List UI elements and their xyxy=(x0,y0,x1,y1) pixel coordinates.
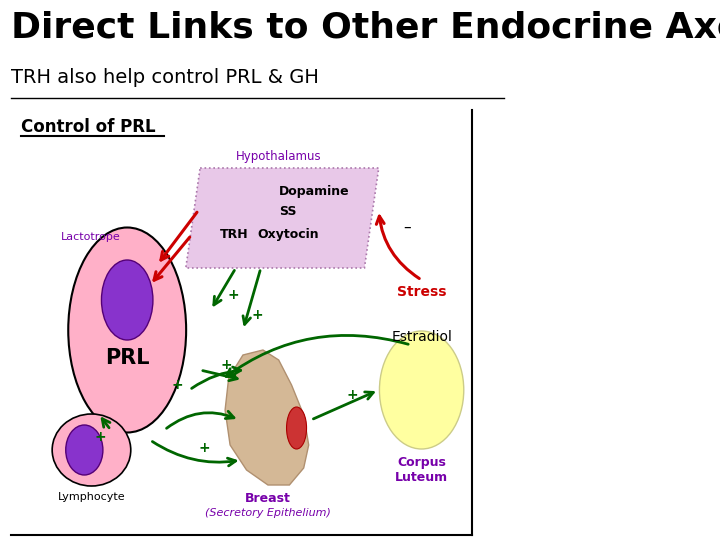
Text: –: – xyxy=(403,220,411,235)
Text: SS: SS xyxy=(279,205,296,218)
Text: Stress: Stress xyxy=(397,285,446,299)
Text: Breast: Breast xyxy=(245,492,291,505)
Text: +: + xyxy=(251,308,263,322)
Polygon shape xyxy=(186,168,379,268)
Text: +: + xyxy=(171,378,183,392)
Text: Lactotrope: Lactotrope xyxy=(60,232,120,242)
Ellipse shape xyxy=(102,260,153,340)
Text: +: + xyxy=(346,388,358,402)
Ellipse shape xyxy=(66,425,103,475)
Polygon shape xyxy=(225,350,309,485)
Text: Dopamine: Dopamine xyxy=(279,185,349,198)
Text: Corpus
Luteum: Corpus Luteum xyxy=(395,456,448,484)
Text: Direct Links to Other Endocrine Axes: Direct Links to Other Endocrine Axes xyxy=(11,10,720,44)
Ellipse shape xyxy=(68,227,186,433)
Text: Oxytocin: Oxytocin xyxy=(257,228,319,241)
Text: Lymphocyte: Lymphocyte xyxy=(58,492,125,502)
Text: Hypothalamus: Hypothalamus xyxy=(236,150,322,163)
Text: TRH also help control PRL & GH: TRH also help control PRL & GH xyxy=(11,68,318,87)
Text: PRL: PRL xyxy=(105,348,150,368)
Text: +: + xyxy=(94,430,106,444)
Ellipse shape xyxy=(52,414,131,486)
Text: (Secretory Epithelium): (Secretory Epithelium) xyxy=(205,508,331,518)
Text: Estradiol: Estradiol xyxy=(391,330,452,344)
Text: +: + xyxy=(228,288,239,302)
Text: TRH: TRH xyxy=(220,228,248,241)
Text: +: + xyxy=(199,441,210,455)
Ellipse shape xyxy=(379,331,464,449)
Text: +: + xyxy=(220,358,232,372)
Ellipse shape xyxy=(287,407,307,449)
Text: Control of PRL: Control of PRL xyxy=(22,118,156,136)
